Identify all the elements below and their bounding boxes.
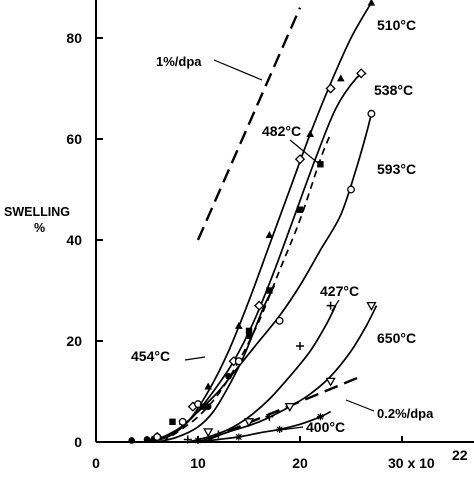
leader-line-427-c [331,299,340,312]
x-tick-label: 10 [190,455,206,471]
marker-454-c [204,403,212,410]
series-markers [128,0,377,444]
marker-454-c [128,437,135,444]
series-label-593-c: 593°C [377,161,416,177]
marker-538-c [325,83,336,94]
axis-ticks: 0 10 20 30 x 10 22 0 20 40 60 80 [66,30,467,471]
marker-427-c [296,342,304,351]
marker-510-c [204,382,212,390]
ref-label-0-2-dpa: 0.2%/dpa [377,406,434,421]
ref-leader-0-2-dpa [345,399,375,412]
marker-510-c [265,230,274,238]
ref-leader-1-dpa [213,59,263,81]
y-tick-label: 20 [66,333,82,349]
marker-650-c [325,377,336,387]
marker-650-c [366,301,377,311]
series-label-427-c: 427°C [320,283,359,299]
marker-454-c [143,436,151,443]
marker-427-c [326,301,335,310]
series-label-400-c: 400°C [306,419,345,435]
marker-538-c [356,68,367,79]
marker-593-c [275,316,284,325]
marker-482-c [266,287,273,294]
chart-labels: SWELLING % 510°C 538°C 593°C 482°C 454°C 427°… [4,17,434,435]
leader-line-454-c [184,356,206,361]
ref-label-1-dpa: 1%/dpa [156,54,202,69]
marker-454-c [225,373,232,380]
marker-482-c [317,161,324,168]
marker-593-c [367,109,376,118]
marker-427-c [265,412,274,421]
ref-line-1-dpa [196,7,302,241]
series-curve-650-c [197,305,378,443]
marker-510-c [306,129,314,137]
series-curve-482-c [161,133,332,443]
marker-454-c [245,332,253,340]
marker-510-c [235,321,243,329]
marker-482-c [296,206,304,213]
marker-650-c [243,418,255,428]
series-label-650-c: 650°C [377,330,416,346]
leader-line-400-c [279,426,304,431]
marker-510-c [337,74,345,82]
y-tick-label: 40 [66,232,82,248]
marker-650-c [203,428,214,438]
x-tick-label: 0 [92,455,100,471]
reference-lines [196,7,362,441]
marker-538-c [254,300,265,311]
marker-400-c [235,433,243,441]
series-label-454-c: 454°C [131,348,170,364]
marker-482-c [245,327,253,335]
marker-593-c [234,357,243,366]
marker-400-c [194,436,202,444]
marker-400-c [316,413,324,421]
series-label-482-c: 482°C [262,123,301,139]
marker-427-c [214,430,223,439]
series-curve-454-c [157,285,276,443]
y-tick-label: 80 [66,30,82,46]
y-axis-label-line-1: SWELLING [4,205,70,219]
series-curve-593-c [151,113,373,443]
marker-510-c [148,435,156,443]
leader-line-482-c [289,139,319,164]
marker-593-c [153,433,162,441]
x-tick-label: 20 [292,455,308,471]
marker-400-c [276,425,284,433]
marker-593-c [178,417,187,426]
y-tick-label: 60 [66,131,82,147]
series-label-510-c: 510°C [377,17,416,33]
marker-538-c [294,154,306,165]
series-label-538-c: 538°C [374,82,413,98]
marker-510-c [367,0,376,6]
marker-482-c [169,418,176,425]
series-curve-427-c [187,305,337,443]
marker-593-c [347,185,355,194]
y-axis-label-line-2: % [34,221,45,235]
marker-427-c [183,435,192,444]
x-tick-label: 30 x 10 [388,455,435,471]
ref-line-0-2-dpa [207,375,362,441]
y-tick-label: 0 [74,434,82,450]
x-tick-exponent: 22 [452,447,468,463]
marker-482-c [199,403,207,410]
marker-650-c [284,402,295,412]
